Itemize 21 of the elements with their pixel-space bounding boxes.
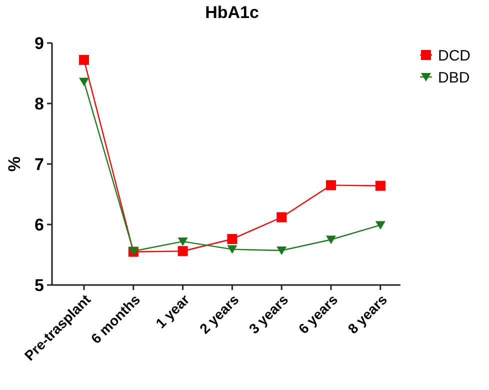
y-tick-label: 9 — [34, 34, 44, 53]
y-tick-label: 6 — [34, 215, 44, 234]
point — [79, 54, 89, 65]
y-tick-label: 8 — [34, 94, 44, 114]
point — [375, 180, 386, 191]
point — [178, 237, 188, 246]
legend-label: DCD — [438, 47, 471, 64]
y-tick-label: 5 — [34, 276, 44, 295]
point — [79, 78, 89, 86]
y-axis-title: % — [5, 156, 24, 172]
point — [326, 180, 336, 190]
y-tick-label: 7 — [34, 154, 44, 174]
legend-label: DBD — [438, 69, 470, 86]
chart-title: HbA1c — [205, 3, 259, 22]
point — [276, 212, 287, 222]
point — [227, 234, 238, 244]
point — [326, 236, 336, 244]
point — [375, 221, 386, 230]
point — [178, 246, 188, 256]
point — [227, 245, 238, 254]
point — [276, 246, 287, 256]
